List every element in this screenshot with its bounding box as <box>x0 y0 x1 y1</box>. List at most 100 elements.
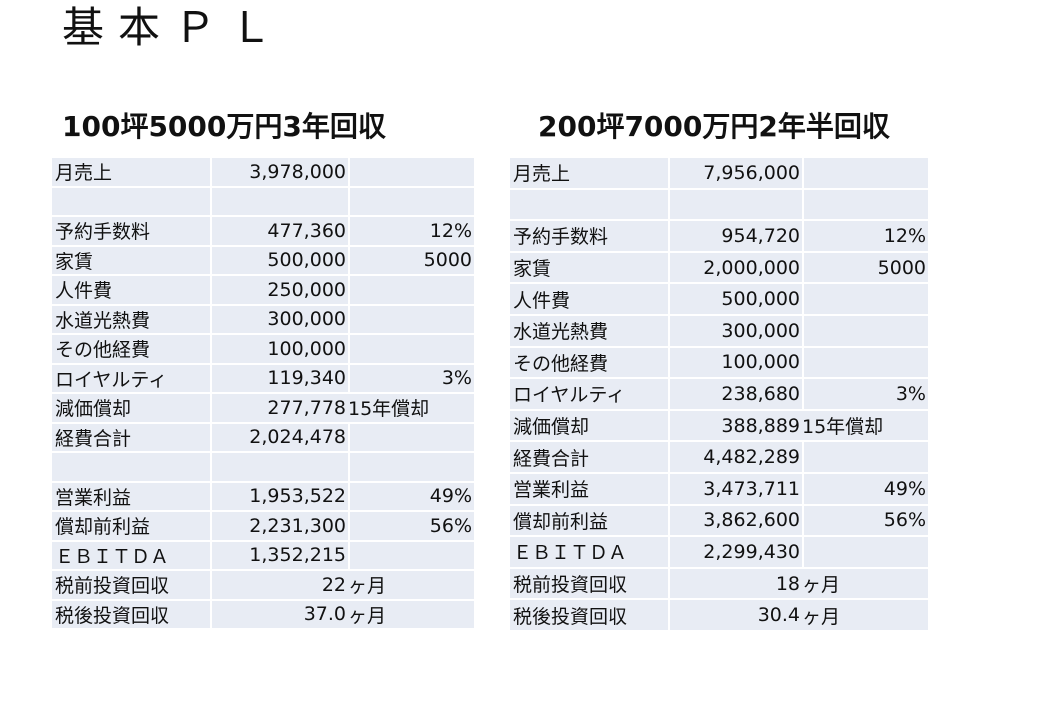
table-row: ロイヤルティ 238,680 3% <box>510 379 928 409</box>
row-value: 500,000 <box>668 284 802 314</box>
row-label: 予約手数料 <box>52 217 210 245</box>
row-value: 277,778 <box>210 394 348 422</box>
row-value <box>210 187 348 215</box>
table-row: その他経費 100,000 <box>52 335 474 363</box>
row-value: 3,473,711 <box>668 473 802 504</box>
table-row: ＥＢＩＴＤＡ 2,299,430 <box>510 537 928 567</box>
row-extra <box>802 158 928 188</box>
table-row <box>52 187 474 215</box>
row-label: 水道光熱費 <box>510 315 668 346</box>
plan-200-heading: 200坪7000万円2年半回収 <box>538 110 890 143</box>
table-row <box>52 453 474 481</box>
row-value: 954,720 <box>668 221 802 251</box>
row-label: その他経費 <box>52 335 210 363</box>
row-value: 3,862,600 <box>668 505 802 536</box>
row-label: ＥＢＩＴＤＡ <box>510 537 668 567</box>
row-value: 238,680 <box>668 379 802 409</box>
row-extra <box>348 276 474 304</box>
row-label: 人件費 <box>510 284 668 314</box>
row-value: 1,953,522 <box>210 482 348 510</box>
row-label: 営業利益 <box>52 482 210 510</box>
table-row <box>510 189 928 220</box>
row-extra <box>348 158 474 186</box>
row-value: 250,000 <box>210 276 348 304</box>
row-unit: ヶ月 <box>348 571 474 599</box>
row-value: 3,978,000 <box>210 158 348 186</box>
row-label <box>510 189 668 220</box>
table-row: 家賃 2,000,000 5000 <box>510 252 928 283</box>
row-label: 税後投資回収 <box>52 600 210 628</box>
row-extra <box>802 347 928 378</box>
row-extra: 56% <box>348 512 474 540</box>
row-label: 経費合計 <box>510 442 668 472</box>
row-unit: ヶ月 <box>802 600 928 630</box>
row-label: 家賃 <box>52 246 210 274</box>
row-label: 月売上 <box>52 158 210 186</box>
row-label: 水道光熱費 <box>52 305 210 333</box>
row-value: 100,000 <box>210 335 348 363</box>
row-value: 388,889 <box>668 410 802 441</box>
table-row: 税前投資回収 22 ヶ月 <box>52 571 474 599</box>
table-row: 人件費 500,000 <box>510 284 928 314</box>
row-value: 2,299,430 <box>668 537 802 567</box>
row-extra: 15年償却 <box>348 394 474 422</box>
row-label: 償却前利益 <box>510 505 668 536</box>
plan-200-pl-table: 月売上 7,956,000 予約手数料 954,720 12% 家賃 2,000,000 50… <box>510 156 928 632</box>
table-row: 償却前利益 3,862,600 56% <box>510 505 928 536</box>
table-row: 税後投資回収 30.4 ヶ月 <box>510 600 928 630</box>
page-title: 基本ＰＬ <box>62 3 287 52</box>
row-label: 償却前利益 <box>52 512 210 540</box>
table-row: 予約手数料 954,720 12% <box>510 221 928 251</box>
table-row: 人件費 250,000 <box>52 276 474 304</box>
row-label: 家賃 <box>510 252 668 283</box>
row-value: 300,000 <box>668 315 802 346</box>
row-label: 税前投資回収 <box>52 571 210 599</box>
row-extra: 49% <box>802 473 928 504</box>
row-unit: ヶ月 <box>802 568 928 599</box>
row-label: ＥＢＩＴＤＡ <box>52 541 210 569</box>
row-extra <box>802 442 928 472</box>
row-label: 月売上 <box>510 158 668 188</box>
table-row: 水道光熱費 300,000 <box>52 305 474 333</box>
row-value: 30.4 <box>668 600 802 630</box>
row-value: 2,024,478 <box>210 423 348 451</box>
row-extra <box>348 423 474 451</box>
plan-100-pl-table: 月売上 3,978,000 予約手数料 477,360 12% 家賃 500,000 5000… <box>52 156 474 630</box>
table-row: 水道光熱費 300,000 <box>510 315 928 346</box>
row-label: 経費合計 <box>52 423 210 451</box>
table-row: 家賃 500,000 5000 <box>52 246 474 274</box>
table-row: 税前投資回収 18 ヶ月 <box>510 568 928 599</box>
row-extra <box>348 335 474 363</box>
table-row: 営業利益 1,953,522 49% <box>52 482 474 510</box>
table-row: 減価償却 388,889 15年償却 <box>510 410 928 441</box>
row-extra <box>802 284 928 314</box>
row-value: 4,482,289 <box>668 442 802 472</box>
table-row: 減価償却 277,778 15年償却 <box>52 394 474 422</box>
row-value: 100,000 <box>668 347 802 378</box>
table-row: 月売上 7,956,000 <box>510 158 928 188</box>
row-label <box>52 187 210 215</box>
row-unit: ヶ月 <box>348 600 474 628</box>
row-extra: 56% <box>802 505 928 536</box>
row-value: 300,000 <box>210 305 348 333</box>
row-value: 2,000,000 <box>668 252 802 283</box>
table-row: 営業利益 3,473,711 49% <box>510 473 928 504</box>
row-extra <box>802 537 928 567</box>
table-row: その他経費 100,000 <box>510 347 928 378</box>
row-extra <box>348 453 474 481</box>
row-label: 税前投資回収 <box>510 568 668 599</box>
row-label: 減価償却 <box>510 410 668 441</box>
table-row: 経費合計 2,024,478 <box>52 423 474 451</box>
row-value: 22 <box>210 571 348 599</box>
table-row: 償却前利益 2,231,300 56% <box>52 512 474 540</box>
row-extra: 3% <box>802 379 928 409</box>
table-row: 経費合計 4,482,289 <box>510 442 928 472</box>
row-value: 477,360 <box>210 217 348 245</box>
row-extra <box>348 187 474 215</box>
row-value: 18 <box>668 568 802 599</box>
table-row: 月売上 3,978,000 <box>52 158 474 186</box>
row-label: その他経費 <box>510 347 668 378</box>
row-extra <box>348 305 474 333</box>
row-value: 7,956,000 <box>668 158 802 188</box>
row-extra: 5000 <box>348 246 474 274</box>
